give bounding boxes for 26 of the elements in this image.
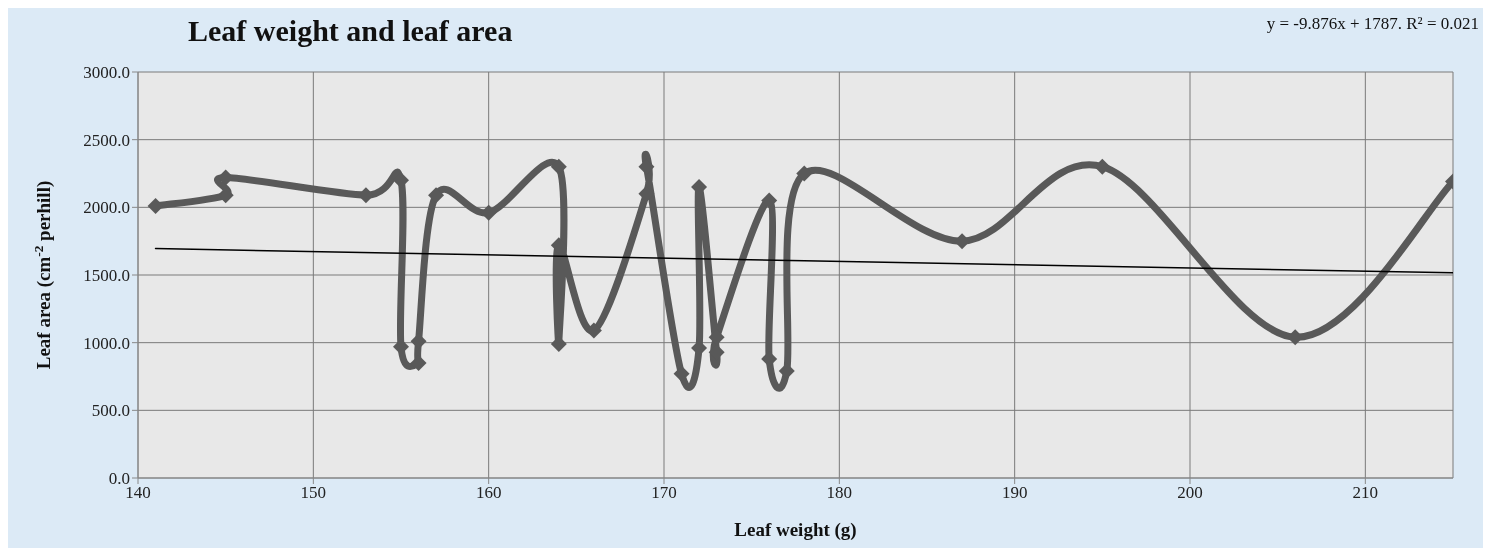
point	[638, 185, 655, 202]
text: y = -9.876x + 1787. R² = 0.021	[1266, 14, 1479, 34]
point	[550, 158, 567, 175]
x-tick-label: 180	[826, 483, 853, 503]
x-tick-label: 160	[475, 483, 502, 503]
x-tick-label: 170	[651, 483, 677, 503]
chart-title: Leaf weight and leaf area	[188, 14, 513, 48]
y-tick-label: 1000.0	[83, 333, 130, 353]
point	[147, 197, 164, 214]
point	[1094, 158, 1111, 175]
x-tick-label: 190	[1001, 483, 1028, 503]
point	[796, 165, 813, 182]
x-tick-label: 200	[1177, 483, 1203, 503]
y-tick-label: 3000.0	[83, 63, 130, 83]
x-tick-label: 150	[300, 483, 327, 503]
y-tick-label: 2000.0	[83, 198, 130, 218]
point	[585, 322, 602, 339]
x-tick-label: 210	[1352, 483, 1379, 503]
point	[428, 187, 445, 204]
y-tick-label: 500.0	[91, 401, 130, 421]
x-axis-title: Leaf weight (g)	[734, 519, 857, 541]
y-tick-label: 1500.0	[83, 266, 130, 286]
point	[761, 192, 778, 209]
point	[673, 365, 690, 382]
y-tick-label: 2500.0	[83, 130, 130, 150]
x-tick-label: 140	[125, 483, 151, 503]
